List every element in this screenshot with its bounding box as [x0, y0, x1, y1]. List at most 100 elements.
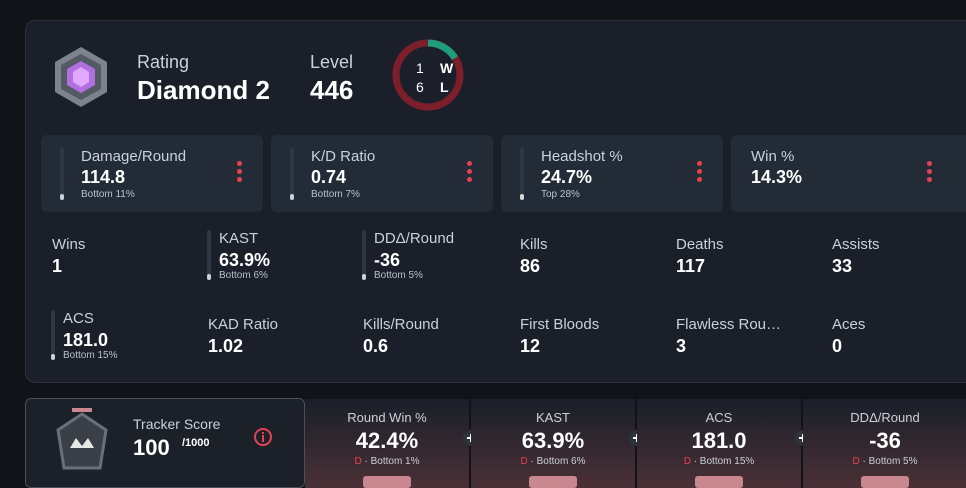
stat-value: 3: [676, 336, 687, 356]
stat-value: 12: [520, 336, 541, 356]
percentile-fill: [520, 194, 524, 200]
summary-label: Round Win %: [347, 410, 427, 425]
menu-dot[interactable]: [467, 169, 472, 174]
stat-label: Deaths: [676, 236, 724, 253]
rating-label: Rating: [137, 52, 190, 72]
losses-label: L: [440, 79, 449, 95]
menu-dot[interactable]: [927, 177, 932, 182]
stat-label: Kills: [520, 236, 548, 253]
level: 446: [310, 75, 354, 105]
grade-bar: [861, 476, 909, 488]
highlight-label: Headshot %: [541, 148, 623, 165]
grade: D: [852, 456, 860, 467]
wins-count: 1: [416, 60, 424, 76]
rating: Diamond 2: [137, 75, 270, 105]
menu-dot[interactable]: [927, 161, 932, 166]
summary-value: 42.4%: [355, 428, 419, 453]
stat-label: DDΔ/Round: [374, 230, 455, 247]
tracker-label: Tracker Score: [133, 416, 221, 432]
summary-detail: D · Bottom 5%: [803, 456, 966, 467]
highlight-rank: Bottom 11%: [81, 189, 135, 200]
summary-value: 181.0: [691, 428, 747, 453]
summary-value: 63.9%: [521, 428, 585, 453]
stat-value: 1: [52, 256, 63, 276]
percentile-fill: [290, 194, 294, 200]
menu-dot[interactable]: [467, 177, 472, 182]
stat-value: 33: [832, 256, 853, 276]
rank-detail: · Bottom 6%: [530, 456, 586, 467]
percentile-bar: [290, 148, 294, 200]
percentile-fill: [51, 354, 55, 360]
wins-label: W: [440, 60, 454, 76]
highlight-label: Win %: [751, 148, 795, 165]
summary-label: ACS: [705, 410, 733, 425]
summary-label: DDΔ/Round: [850, 410, 920, 425]
highlight-label: K/D Ratio: [311, 148, 376, 165]
stat-label: KAD Ratio: [208, 316, 279, 333]
tracker-icon: [56, 408, 108, 470]
highlight-card: [271, 135, 493, 212]
percentile-bar: [60, 148, 64, 200]
stat-value: 1.02: [208, 336, 244, 356]
rank-detail: · Bottom 15%: [693, 456, 755, 467]
menu-dot[interactable]: [237, 177, 242, 182]
stat-label: First Bloods: [520, 316, 600, 333]
menu-dot[interactable]: [237, 169, 242, 174]
grade: D: [520, 456, 528, 467]
rank-detail: · Bottom 1%: [364, 456, 420, 467]
grade-bar: [529, 476, 577, 488]
highlight-rank: Top 28%: [541, 189, 580, 200]
highlight-card: [731, 135, 966, 212]
percentile-bar: [51, 310, 55, 360]
summary-detail: D · Bottom 15%: [637, 456, 801, 467]
percentile-bar: [520, 148, 524, 200]
menu-dot[interactable]: [467, 161, 472, 166]
stat-rank: Bottom 6%: [219, 270, 268, 281]
level-label: Level: [310, 52, 354, 72]
tracker-max: /1000: [182, 437, 210, 449]
summary-cell: [637, 399, 801, 488]
highlight-value: 0.74: [311, 167, 347, 187]
highlight-card: [41, 135, 263, 212]
losses-count: 6: [416, 79, 424, 95]
stat-label: Assists: [832, 236, 880, 253]
summary-label: KAST: [536, 410, 570, 425]
menu-dot[interactable]: [927, 169, 932, 174]
summary-detail: D · Bottom 1%: [305, 456, 469, 467]
win-loss-ring: [392, 39, 464, 111]
stat-rank: Bottom 5%: [374, 270, 423, 281]
percentile-fill: [362, 274, 366, 280]
stat-value: 86: [520, 256, 541, 276]
rank-icon: [55, 47, 107, 107]
stat-label: Kills/Round: [363, 316, 439, 333]
menu-dot[interactable]: [697, 169, 702, 174]
highlight-rank: Bottom 7%: [311, 189, 360, 200]
stat-rank: Bottom 15%: [63, 350, 118, 361]
stat-value: -36: [374, 250, 401, 270]
percentile-bar: [207, 230, 211, 280]
stat-value: 0: [832, 336, 843, 356]
highlight-label: Damage/Round: [81, 148, 187, 165]
stat-label: ACS: [63, 310, 94, 327]
menu-dot[interactable]: [697, 161, 702, 166]
tracker-score: 100: [133, 435, 170, 460]
stat-label: Wins: [52, 236, 86, 253]
stat-label: Flawless Rou…: [676, 316, 782, 333]
summary-detail: D · Bottom 6%: [471, 456, 635, 467]
stat-value: 63.9%: [219, 250, 271, 270]
info-icon[interactable]: [253, 427, 273, 447]
menu-dot[interactable]: [697, 177, 702, 182]
stat-label: KAST: [219, 230, 259, 247]
grade: D: [354, 456, 362, 467]
stat-label: Aces: [832, 316, 866, 333]
rank-detail: · Bottom 5%: [862, 456, 918, 467]
highlight-value: 24.7%: [541, 167, 593, 187]
menu-dot[interactable]: [237, 161, 242, 166]
highlight-card: [501, 135, 723, 212]
percentile-fill: [60, 194, 64, 200]
summary-cell: [471, 399, 635, 488]
grade: D: [683, 456, 691, 467]
stat-value: 181.0: [63, 330, 109, 350]
stat-value: 117: [676, 256, 706, 276]
